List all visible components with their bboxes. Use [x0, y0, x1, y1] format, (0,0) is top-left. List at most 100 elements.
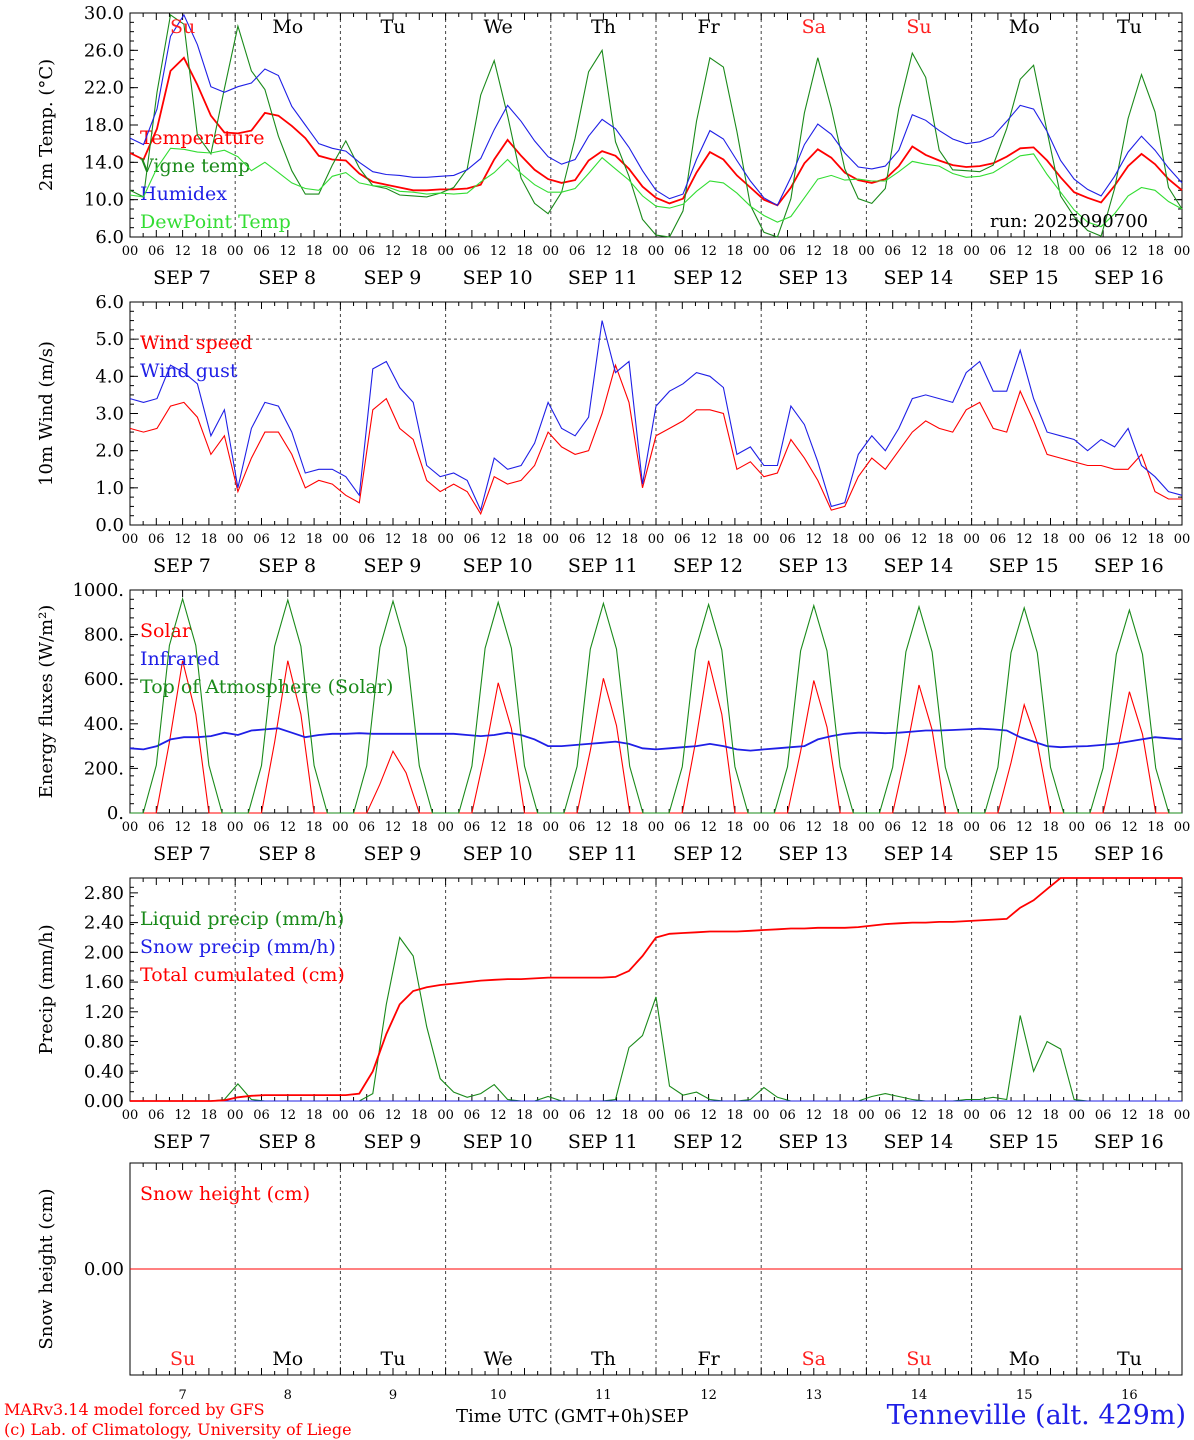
- hour-tick-label: 00: [858, 244, 875, 259]
- hour-tick-label: 06: [1095, 1108, 1112, 1123]
- day-number-label: 8: [284, 1388, 292, 1403]
- hour-tick-label: 00: [332, 532, 349, 547]
- date-label: SEP 15: [989, 1131, 1059, 1153]
- hour-tick-label: 18: [1147, 1108, 1164, 1123]
- hour-tick-label: 12: [174, 244, 191, 259]
- hour-tick-label: 18: [516, 820, 533, 835]
- series-line-dewpoint-temp: [129, 147, 1183, 228]
- day-number-label: 11: [595, 1388, 612, 1403]
- date-label: SEP 15: [989, 843, 1059, 865]
- hour-tick-label: 06: [990, 244, 1007, 259]
- hour-tick-label: 12: [911, 532, 928, 547]
- hour-tick-label: 12: [1016, 820, 1033, 835]
- hour-tick-label: 12: [1121, 244, 1138, 259]
- hour-tick-label: 00: [437, 820, 454, 835]
- x-axis-month: SEP: [650, 1406, 689, 1427]
- date-label: SEP 8: [258, 843, 316, 865]
- y-axis-label: 10m Wind (m/s): [36, 341, 57, 486]
- series-line-humidex: [129, 13, 1183, 207]
- hour-tick-label: 18: [1042, 244, 1059, 259]
- hour-tick-label: 00: [543, 1108, 560, 1123]
- hour-tick-label: 12: [280, 244, 297, 259]
- hour-tick-label: 18: [306, 244, 323, 259]
- y-tick-label: 1000.: [72, 580, 124, 601]
- y-tick-label: 0.80: [84, 1032, 124, 1053]
- hour-tick-label: 00: [227, 532, 244, 547]
- date-label: SEP 7: [153, 1131, 211, 1153]
- hour-tick-label: 12: [385, 1108, 402, 1123]
- hour-tick-label: 18: [411, 532, 428, 547]
- hour-tick-label: 06: [884, 532, 901, 547]
- date-label: SEP 15: [989, 267, 1059, 289]
- hour-tick-label: 06: [464, 244, 481, 259]
- y-tick-label: 600.: [84, 669, 124, 690]
- hour-tick-label: 00: [1069, 244, 1086, 259]
- hour-tick-label: 12: [700, 532, 717, 547]
- hour-tick-label: 18: [411, 1108, 428, 1123]
- hour-tick-label: 18: [1147, 244, 1164, 259]
- hour-tick-label: 18: [832, 244, 849, 259]
- hour-tick-label: 18: [516, 1108, 533, 1123]
- hour-tick-label: 00: [543, 532, 560, 547]
- hour-tick-label: 06: [884, 820, 901, 835]
- hour-tick-label: 06: [990, 1108, 1007, 1123]
- weekday-label: Fr: [697, 1348, 720, 1370]
- y-tick-label: 10.0: [84, 190, 124, 211]
- hour-tick-label: 18: [306, 1108, 323, 1123]
- date-label: SEP 16: [1094, 267, 1164, 289]
- hour-tick-label: 00: [227, 244, 244, 259]
- hour-tick-label: 12: [806, 532, 823, 547]
- y-tick-label: 1.60: [84, 972, 124, 993]
- hour-tick-label: 18: [1147, 820, 1164, 835]
- hour-tick-label: 00: [963, 244, 980, 259]
- hour-tick-label: 06: [358, 820, 375, 835]
- credit-line-1: MARv3.14 model forced by GFS: [4, 1400, 265, 1419]
- hour-tick-label: 18: [1042, 820, 1059, 835]
- hour-tick-label: 00: [227, 820, 244, 835]
- y-tick-label: 1.20: [84, 1002, 124, 1023]
- date-label: SEP 8: [258, 555, 316, 577]
- y-tick-label: 2.80: [84, 883, 124, 904]
- legend-wind-gust: Wind gust: [140, 360, 238, 382]
- series-line-top-of-atmosphere-solar-: [130, 596, 1182, 814]
- hour-tick-label: 12: [1016, 532, 1033, 547]
- date-label: SEP 10: [463, 843, 533, 865]
- hour-tick-label: 18: [516, 532, 533, 547]
- date-label: SEP 14: [883, 843, 953, 865]
- hour-tick-label: 18: [832, 532, 849, 547]
- y-tick-label: 0.00: [84, 1091, 124, 1112]
- y-tick-label: 6.0: [95, 292, 124, 313]
- weekday-label: Tu: [1117, 16, 1142, 38]
- hour-tick-label: 18: [937, 532, 954, 547]
- legend-wind-speed: Wind speed: [140, 332, 252, 354]
- hour-tick-label: 00: [437, 244, 454, 259]
- weekday-label: We: [484, 16, 513, 38]
- hour-tick-label: 06: [1095, 244, 1112, 259]
- credit-line-2: (c) Lab. of Climatology, University of L…: [4, 1420, 352, 1439]
- date-label: SEP 13: [778, 1131, 848, 1153]
- hour-tick-label: 18: [727, 532, 744, 547]
- hour-tick-label: 00: [543, 244, 560, 259]
- weekday-label: Tu: [381, 1348, 406, 1370]
- series-line-infrared: [129, 727, 1183, 752]
- day-number-label: 9: [389, 1388, 397, 1403]
- hour-tick-label: 12: [1121, 820, 1138, 835]
- date-label: SEP 16: [1094, 1131, 1164, 1153]
- hour-tick-label: 06: [569, 820, 586, 835]
- hour-tick-label: 12: [490, 244, 507, 259]
- hour-tick-label: 18: [411, 244, 428, 259]
- x-axis-title-text: Time UTC (GMT+0h): [456, 1406, 651, 1427]
- weekday-label: Su: [170, 16, 195, 38]
- hour-tick-label: 06: [148, 1108, 165, 1123]
- hour-tick-label: 18: [201, 1108, 218, 1123]
- weekday-label: Th: [591, 16, 616, 38]
- hour-tick-label: 00: [963, 1108, 980, 1123]
- hour-tick-label: 18: [201, 244, 218, 259]
- weekday-label: Mo: [1009, 1348, 1040, 1370]
- date-label: SEP 9: [363, 555, 421, 577]
- hour-tick-label: 00: [858, 532, 875, 547]
- hour-tick-label: 18: [621, 532, 638, 547]
- hour-tick-label: 12: [1121, 1108, 1138, 1123]
- hour-tick-label: 12: [595, 532, 612, 547]
- hour-tick-label: 06: [464, 1108, 481, 1123]
